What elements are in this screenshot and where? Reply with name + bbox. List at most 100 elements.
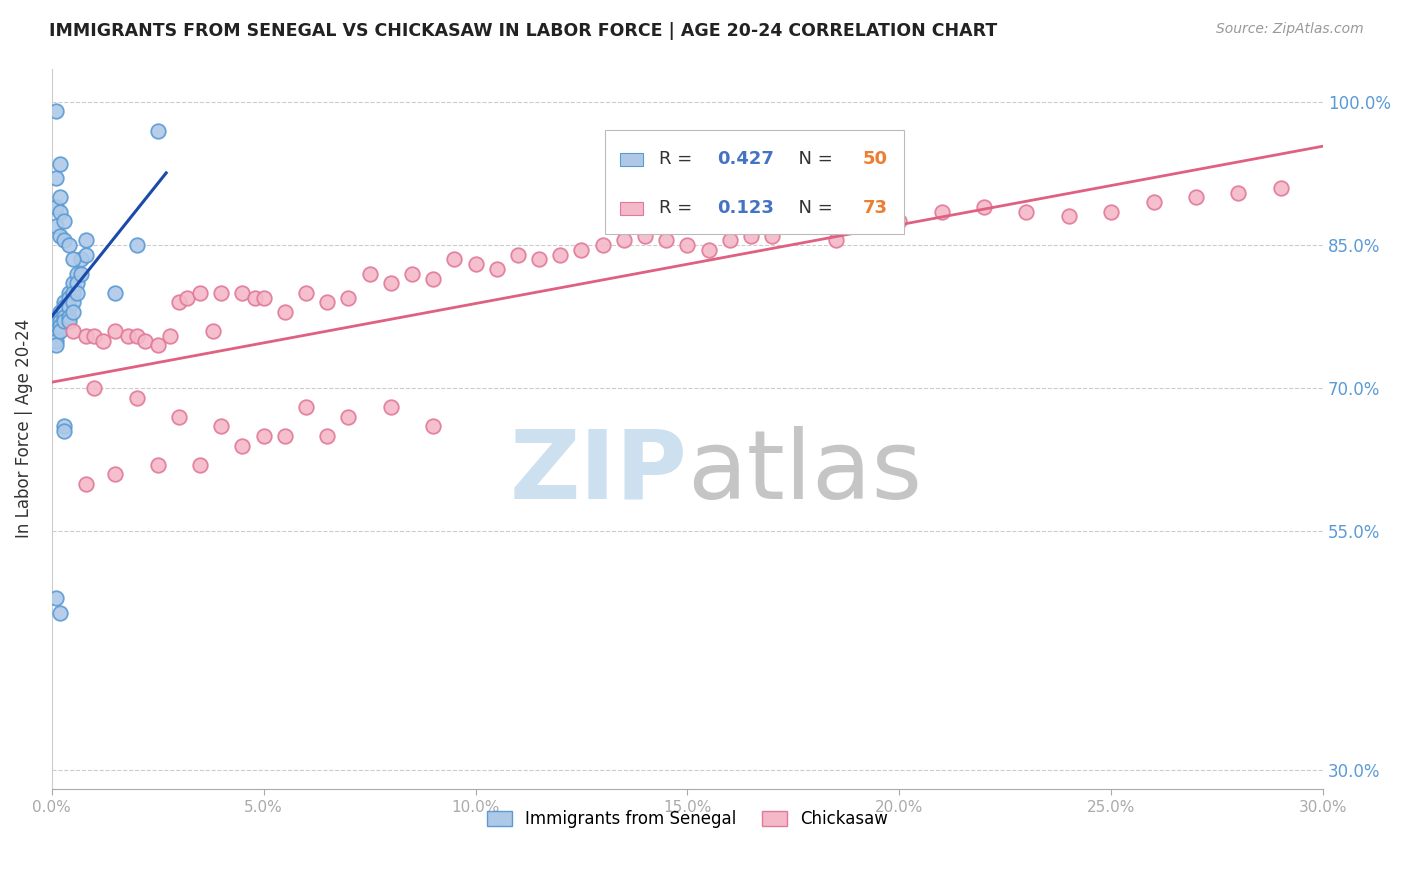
Point — [295, 401, 318, 415]
Point — [66, 267, 89, 281]
Text: ZIP: ZIP — [509, 425, 688, 518]
Point — [846, 219, 869, 233]
Point — [697, 243, 720, 257]
Point — [209, 285, 232, 300]
Point — [58, 291, 80, 305]
Point — [117, 328, 139, 343]
Point — [83, 328, 105, 343]
Point — [75, 328, 97, 343]
Point — [49, 324, 72, 338]
FancyBboxPatch shape — [605, 129, 904, 235]
Point — [337, 409, 360, 424]
Point — [62, 305, 84, 319]
Point — [53, 295, 76, 310]
Legend: Immigrants from Senegal, Chickasaw: Immigrants from Senegal, Chickasaw — [481, 804, 894, 835]
Point — [66, 285, 89, 300]
Point — [201, 324, 224, 338]
Point — [243, 291, 266, 305]
Point — [655, 233, 678, 247]
Point — [422, 271, 444, 285]
Point — [104, 285, 127, 300]
Point — [676, 238, 699, 252]
Point — [146, 338, 169, 352]
Point — [401, 267, 423, 281]
Point — [49, 606, 72, 620]
Point — [58, 310, 80, 324]
Point — [146, 458, 169, 472]
Point — [274, 305, 297, 319]
Point — [634, 228, 657, 243]
Point — [188, 458, 211, 472]
Point — [1142, 195, 1164, 210]
Point — [592, 238, 614, 252]
Text: N =: N = — [786, 150, 838, 168]
Point — [49, 314, 72, 328]
Text: R =: R = — [659, 199, 699, 217]
Point — [380, 401, 402, 415]
Point — [49, 305, 72, 319]
Point — [58, 285, 80, 300]
Point — [868, 214, 890, 228]
Point — [75, 233, 97, 247]
Point — [253, 291, 276, 305]
Point — [49, 157, 72, 171]
Point — [464, 257, 486, 271]
Point — [53, 300, 76, 314]
Point — [104, 467, 127, 482]
Point — [62, 324, 84, 338]
Point — [66, 277, 89, 291]
Point — [70, 252, 93, 267]
Point — [45, 328, 67, 343]
Point — [45, 104, 67, 119]
FancyBboxPatch shape — [620, 202, 643, 215]
Point — [45, 219, 67, 233]
Point — [83, 381, 105, 395]
Point — [146, 123, 169, 137]
Point — [422, 419, 444, 434]
Point — [49, 228, 72, 243]
Text: 0.427: 0.427 — [717, 150, 773, 168]
Point — [167, 295, 190, 310]
Point — [134, 334, 156, 348]
Point — [53, 419, 76, 434]
Point — [58, 314, 80, 328]
Point — [49, 204, 72, 219]
Point — [167, 409, 190, 424]
Point — [62, 285, 84, 300]
Point — [75, 476, 97, 491]
Text: atlas: atlas — [688, 425, 922, 518]
Point — [188, 285, 211, 300]
Point — [209, 419, 232, 434]
Point — [380, 277, 402, 291]
Point — [231, 285, 253, 300]
Text: R =: R = — [659, 150, 699, 168]
Text: 50: 50 — [863, 150, 889, 168]
Point — [45, 591, 67, 606]
Point — [231, 439, 253, 453]
Point — [443, 252, 465, 267]
Point — [125, 328, 148, 343]
Point — [125, 238, 148, 252]
Point — [53, 424, 76, 438]
Y-axis label: In Labor Force | Age 20-24: In Labor Force | Age 20-24 — [15, 319, 32, 539]
Point — [295, 285, 318, 300]
Point — [53, 214, 76, 228]
Point — [62, 277, 84, 291]
Point — [527, 252, 550, 267]
Point — [45, 324, 67, 338]
Point — [485, 262, 508, 277]
Text: IMMIGRANTS FROM SENEGAL VS CHICKASAW IN LABOR FORCE | AGE 20-24 CORRELATION CHAR: IMMIGRANTS FROM SENEGAL VS CHICKASAW IN … — [49, 22, 997, 40]
Point — [274, 429, 297, 443]
Point — [75, 247, 97, 261]
Point — [316, 429, 339, 443]
Point — [740, 228, 762, 243]
Point — [824, 233, 846, 247]
Point — [70, 267, 93, 281]
Point — [53, 310, 76, 324]
Point — [973, 200, 995, 214]
Point — [1185, 190, 1208, 204]
Text: N =: N = — [786, 199, 838, 217]
Point — [45, 200, 67, 214]
Point — [718, 233, 741, 247]
Point — [761, 228, 783, 243]
